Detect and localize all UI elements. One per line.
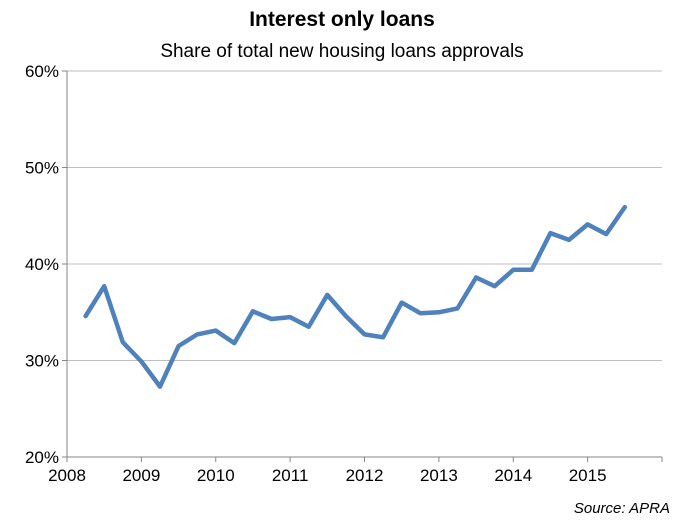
x-tick-label: 2011: [272, 466, 309, 485]
chart-source: Source: APRA: [573, 500, 670, 517]
chart-title: Interest only loans: [249, 8, 435, 31]
x-tick-label: 2015: [569, 466, 607, 485]
x-tick-label: 2012: [346, 466, 384, 485]
y-tick-label: 60%: [25, 62, 59, 81]
x-tick-labels: 2008 2009 2010 2011 2012 2013 2014 2015: [48, 466, 606, 485]
y-tick-label: 20%: [25, 448, 59, 467]
x-tick-label: 2013: [420, 466, 458, 485]
y-tick-label: 30%: [25, 352, 59, 371]
x-tick-label: 2010: [197, 466, 235, 485]
x-tick-label: 2009: [122, 466, 160, 485]
series-layer: [83, 204, 628, 389]
gridlines: [67, 70, 662, 361]
y-tick-label: 50%: [25, 159, 59, 178]
axes: [62, 70, 663, 462]
y-tick-labels: 20% 30% 40% 50% 60%: [25, 62, 59, 467]
chart-subtitle: Share of total new housing loans approva…: [160, 41, 524, 62]
y-tick-label: 40%: [25, 255, 59, 274]
x-tick-label: 2008: [48, 466, 86, 485]
x-tick-label: 2014: [494, 466, 532, 485]
series-line: [83, 204, 628, 389]
